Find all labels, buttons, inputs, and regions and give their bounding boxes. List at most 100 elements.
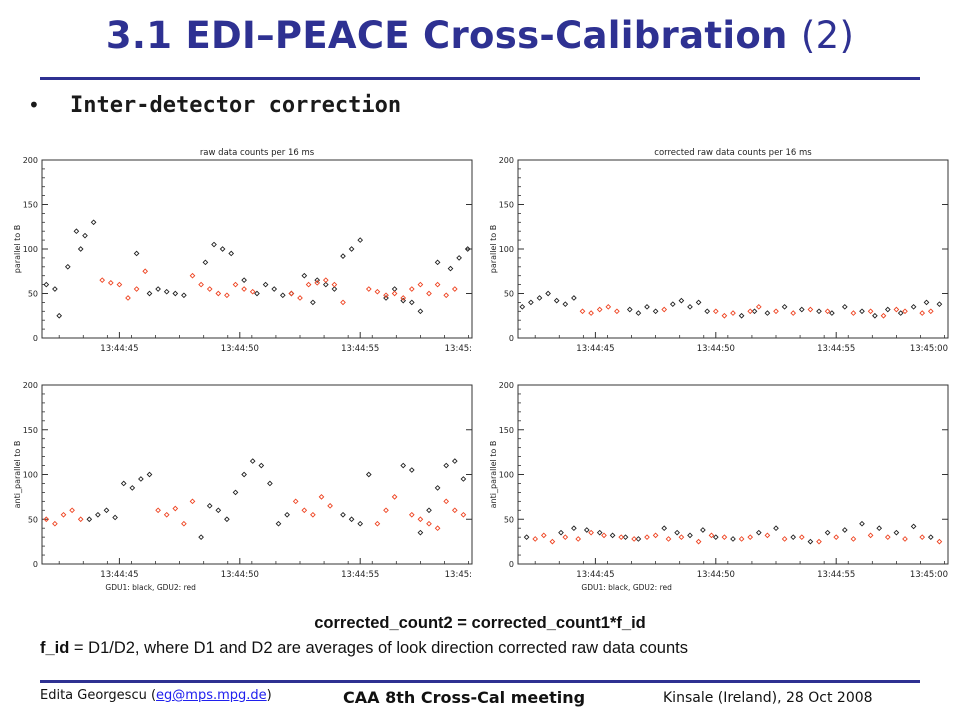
data-point-gdu1 [400,297,407,304]
data-point-gdu2 [721,534,728,540]
author-email-link[interactable]: eg@mps.mpg.de [156,688,267,703]
data-point-gdu2 [790,310,797,316]
data-point-gdu1 [704,308,711,315]
data-point-gdu2 [408,286,415,292]
data-point-gdu1 [288,290,295,297]
data-point-gdu1 [267,480,273,487]
data-point-gdu1 [669,301,676,308]
data-point-gdu2 [417,516,424,523]
data-point-gdu1 [340,253,346,259]
chart-corrected-parallel: corrected raw data counts per 16 ms 0 50 10… [489,148,949,354]
data-point-gdu2 [301,507,308,514]
data-point-gdu1 [181,292,187,299]
data-point-gdu1 [824,529,831,536]
y-axis-label: anti_parallel to B [489,441,498,509]
data-point-gdu1 [254,290,260,297]
title-number: 3.1 [105,14,173,57]
data-point-gdu1 [451,458,458,464]
data-point-gdu1 [893,529,900,536]
data-point-gdu1 [460,476,467,482]
chart-title: corrected raw data counts per 16 ms [654,148,812,158]
data-point-gdu1 [301,272,308,279]
formula-definition: = D1/D2, where D1 and D2 are averages of… [69,639,688,657]
data-point-gdu1 [841,304,848,310]
data-point-gdu1 [417,529,424,536]
data-point-gdu1 [198,534,204,540]
data-point-gdu1 [224,516,230,523]
y-tick-label: 200 [499,381,514,390]
data-point-gdu2 [562,534,569,540]
plot-frame [41,384,473,565]
footer-rule [40,680,920,683]
y-tick-label: 150 [23,201,38,210]
data-point-gdu1 [661,525,668,532]
data-point-gdu1 [241,277,247,283]
data-point-gdu2 [314,279,321,286]
data-point-gdu2 [919,310,926,316]
data-point-gdu2 [601,532,607,539]
y-tick-label: 150 [499,426,514,435]
title-underline [40,77,920,80]
data-point-gdu2 [310,511,316,518]
data-point-gdu2 [781,536,788,542]
data-point-gdu1 [73,228,80,235]
data-point-gdu1 [365,471,372,478]
data-point-gdu1 [884,306,891,313]
footer-place: Kinsale (Ireland), 28 Oct 2008 [663,690,873,706]
data-point-gdu1 [64,263,71,270]
data-point-gdu2 [773,308,779,315]
x-axis-label: GDU1: black, GDU2: red [105,583,196,592]
data-point-gdu1 [86,516,93,523]
data-point-gdu1 [447,265,454,272]
data-point-gdu1 [331,286,338,292]
y-tick-label: 0 [509,334,514,343]
x-tick-label: 13:44:45 [576,570,614,580]
data-point-gdu2 [618,534,625,540]
y-tick-label: 0 [33,334,38,343]
data-point-gdu1 [626,306,633,313]
y-tick-label: 50 [28,290,38,299]
x-tick-label: 13:45: [445,570,472,580]
data-point-gdu2 [893,306,900,313]
data-point-gdu2 [249,288,256,295]
data-point-gdu2 [460,511,467,518]
data-point-gdu1 [408,467,415,473]
data-point-gdu2 [232,281,239,288]
data-point-gdu1 [434,485,441,491]
data-point-gdu1 [340,511,346,518]
data-point-gdu2 [652,532,659,539]
data-point-gdu2 [644,534,650,540]
data-point-gdu1 [275,520,282,527]
data-point-gdu1 [146,290,153,297]
data-point-gdu1 [751,308,758,315]
data-point-gdu1 [206,502,213,509]
data-point-gdu2 [936,538,943,545]
data-point-gdu1 [571,525,577,532]
data-point-gdu2 [605,304,612,310]
data-point-gdu1 [443,462,450,469]
data-point-gdu2 [426,290,432,297]
data-point-gdu2 [215,290,222,297]
y-tick-label: 100 [23,245,38,254]
data-point-gdu2 [738,536,745,542]
data-point-gdu2 [318,494,325,500]
data-point-gdu1 [583,527,590,533]
data-point-gdu1 [910,523,917,530]
data-point-gdu2 [374,288,381,295]
data-point-gdu2 [575,536,582,542]
data-point-gdu1 [571,295,577,301]
data-point-gdu1 [43,281,50,288]
data-point-gdu1 [652,308,659,315]
data-point-gdu1 [897,310,904,316]
formula-fid: f_id [40,639,70,657]
y-axis-label: parallel to B [13,225,22,273]
data-point-gdu1 [755,529,762,536]
data-point-gdu2 [327,502,333,509]
data-point-gdu2 [322,277,329,283]
data-point-gdu1 [622,534,629,540]
data-point-gdu2 [408,511,415,518]
data-point-gdu2 [340,299,346,306]
data-point-gdu2 [181,520,187,527]
data-point-gdu2 [833,534,840,540]
x-tick-label: 13:44:50 [221,570,259,580]
